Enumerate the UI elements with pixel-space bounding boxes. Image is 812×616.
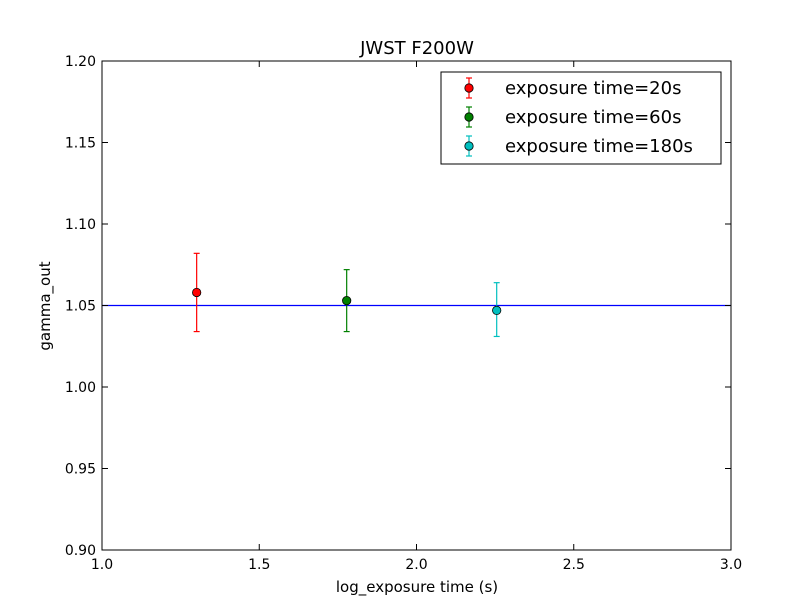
y-tick-label: 1.15	[65, 136, 96, 152]
legend-marker	[464, 141, 474, 151]
y-tick-label: 1.20	[65, 54, 96, 70]
data-point	[342, 296, 352, 306]
y-axis-label: gamma_out	[36, 261, 55, 350]
y-tick-label: 1.05	[65, 299, 96, 315]
x-tick-label: 3.0	[720, 557, 742, 573]
legend-marker	[464, 83, 474, 93]
plot-area	[102, 252, 731, 338]
x-tick-label: 2.0	[405, 557, 427, 573]
data-point	[492, 305, 502, 315]
x-tick-label: 2.5	[563, 557, 585, 573]
x-axis-label: log_exposure time (s)	[336, 578, 498, 597]
chart-title: JWST F200W	[359, 38, 474, 59]
legend-label: exposure time=180s	[505, 136, 693, 157]
legend-label: exposure time=20s	[505, 78, 681, 99]
data-point	[192, 287, 202, 298]
x-tick-label: 1.5	[248, 557, 270, 573]
y-tick-label: 1.00	[65, 380, 96, 396]
legend-label: exposure time=60s	[505, 107, 681, 128]
y-tick-label: 0.95	[65, 462, 96, 478]
axes: 1.0 1.5 2.0 2.5 3.0 0.90 0.95 1.00 1.05 1.10 1.15 1…	[65, 54, 742, 573]
y-tick-label: 1.10	[65, 217, 96, 233]
x-tick-label: 1.0	[91, 557, 113, 573]
legend-box	[440, 71, 722, 165]
y-tick-label: 0.90	[65, 543, 96, 559]
legend-marker	[464, 112, 474, 122]
legend: exposure time=20s exposure time=60s exposu…	[440, 71, 722, 165]
